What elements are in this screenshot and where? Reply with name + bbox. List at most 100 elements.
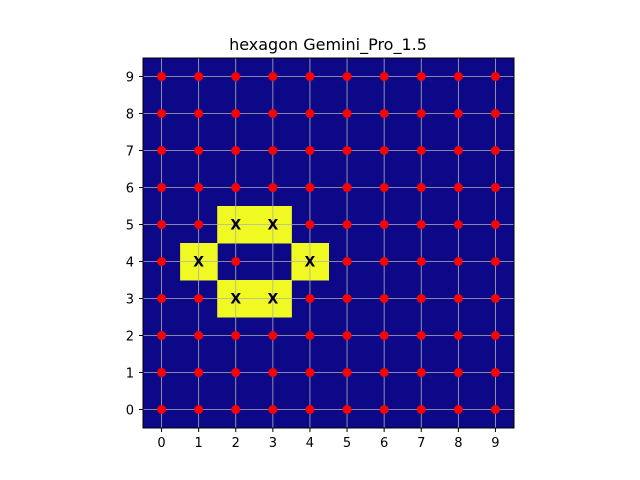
data-point xyxy=(305,220,315,229)
data-point xyxy=(416,72,426,81)
data-point xyxy=(379,109,389,118)
data-point xyxy=(268,72,278,81)
x-tick-label: 2 xyxy=(232,436,240,451)
y-tick-label: 8 xyxy=(126,108,134,123)
y-tick-label: 4 xyxy=(126,256,134,271)
data-point xyxy=(194,368,204,377)
data-point xyxy=(157,72,167,81)
data-point xyxy=(231,257,241,266)
data-point xyxy=(342,405,352,414)
data-point xyxy=(342,294,352,303)
y-tick-label: 7 xyxy=(126,145,134,160)
data-point xyxy=(231,331,241,340)
x-tick-label: 8 xyxy=(454,436,462,451)
data-point xyxy=(157,331,167,340)
data-point xyxy=(490,146,500,155)
data-point xyxy=(379,220,389,229)
data-point xyxy=(416,368,426,377)
data-point xyxy=(305,405,315,414)
x-marker: X xyxy=(230,218,241,234)
data-point xyxy=(379,183,389,192)
data-point xyxy=(490,183,500,192)
data-point xyxy=(268,405,278,414)
x-tick-label: 7 xyxy=(417,436,425,451)
x-tick-label: 3 xyxy=(269,436,277,451)
data-point xyxy=(268,109,278,118)
data-point xyxy=(231,72,241,81)
data-point xyxy=(379,257,389,266)
data-point xyxy=(453,109,463,118)
data-point xyxy=(268,146,278,155)
data-point xyxy=(379,368,389,377)
data-point xyxy=(194,72,204,81)
y-tick-label: 0 xyxy=(126,404,134,419)
data-point xyxy=(416,331,426,340)
data-point xyxy=(194,405,204,414)
y-axis: 0 1 2 3 4 5 6 7 8 9 xyxy=(126,71,143,419)
data-point xyxy=(157,220,167,229)
data-point xyxy=(194,109,204,118)
x-marker: X xyxy=(193,255,204,271)
data-point xyxy=(342,368,352,377)
data-point xyxy=(490,294,500,303)
data-point xyxy=(305,183,315,192)
data-point xyxy=(490,72,500,81)
data-point xyxy=(305,368,315,377)
data-point xyxy=(305,294,315,303)
data-point xyxy=(453,405,463,414)
data-point xyxy=(194,331,204,340)
x-tick-label: 0 xyxy=(157,436,165,451)
data-point xyxy=(379,146,389,155)
data-point xyxy=(342,331,352,340)
x-axis: 0 1 2 3 4 5 6 7 8 9 xyxy=(157,428,500,451)
data-point xyxy=(342,146,352,155)
data-point xyxy=(342,109,352,118)
data-point xyxy=(490,220,500,229)
data-point xyxy=(453,331,463,340)
data-point xyxy=(268,183,278,192)
x-tick-label: 9 xyxy=(491,436,499,451)
data-point xyxy=(231,109,241,118)
data-point xyxy=(490,368,500,377)
x-marker: X xyxy=(267,292,278,308)
data-point xyxy=(305,331,315,340)
plot-frame xyxy=(142,57,515,429)
y-tick-label: 1 xyxy=(126,367,134,382)
data-point xyxy=(416,220,426,229)
chart-title: hexagon Gemini_Pro_1.5 xyxy=(229,35,427,55)
data-point xyxy=(231,183,241,192)
data-point xyxy=(342,220,352,229)
data-point xyxy=(194,294,204,303)
data-point xyxy=(305,146,315,155)
data-point xyxy=(231,146,241,155)
data-point xyxy=(194,146,204,155)
data-point xyxy=(490,257,500,266)
x-tick-label: 1 xyxy=(195,436,203,451)
data-point xyxy=(490,405,500,414)
y-tick-label: 9 xyxy=(126,71,134,86)
data-point xyxy=(453,257,463,266)
data-point xyxy=(157,368,167,377)
y-tick-label: 3 xyxy=(126,293,134,308)
y-tick-label: 5 xyxy=(126,219,134,234)
data-point xyxy=(379,331,389,340)
data-point xyxy=(379,72,389,81)
data-point xyxy=(416,183,426,192)
data-point xyxy=(231,405,241,414)
data-point xyxy=(453,368,463,377)
data-point xyxy=(379,294,389,303)
data-point xyxy=(157,257,167,266)
data-point xyxy=(194,220,204,229)
data-point xyxy=(379,405,389,414)
x-tick-label: 5 xyxy=(343,436,351,451)
data-point xyxy=(157,109,167,118)
data-point xyxy=(157,294,167,303)
data-point xyxy=(453,294,463,303)
data-point xyxy=(453,183,463,192)
data-point xyxy=(416,405,426,414)
plot-area: X X X X X X xyxy=(142,57,515,429)
data-point xyxy=(342,257,352,266)
y-tick-label: 2 xyxy=(126,330,134,345)
data-point xyxy=(268,331,278,340)
